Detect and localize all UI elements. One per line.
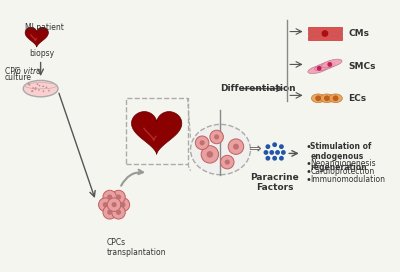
Ellipse shape: [23, 81, 58, 97]
Circle shape: [281, 150, 286, 155]
Circle shape: [38, 89, 40, 91]
Text: •: •: [306, 142, 312, 152]
Text: Paracrine
Factors: Paracrine Factors: [250, 173, 299, 192]
Circle shape: [39, 85, 40, 86]
Text: Immunomodulation: Immunomodulation: [310, 175, 386, 184]
Circle shape: [98, 198, 112, 211]
FancyArrowPatch shape: [121, 170, 143, 186]
Polygon shape: [25, 27, 48, 47]
Circle shape: [214, 134, 219, 140]
Circle shape: [32, 87, 34, 89]
Polygon shape: [132, 112, 182, 154]
Circle shape: [315, 95, 321, 101]
Circle shape: [103, 202, 108, 207]
Circle shape: [210, 130, 223, 144]
Text: ECs: ECs: [348, 94, 366, 103]
Circle shape: [36, 83, 38, 85]
Circle shape: [107, 194, 112, 200]
Ellipse shape: [190, 124, 250, 175]
Circle shape: [317, 66, 322, 71]
Ellipse shape: [329, 94, 342, 103]
Circle shape: [327, 62, 332, 67]
Circle shape: [107, 210, 112, 215]
Bar: [308, 36, 342, 40]
Circle shape: [279, 144, 284, 149]
Circle shape: [269, 150, 274, 155]
Circle shape: [116, 198, 130, 211]
Circle shape: [46, 86, 47, 88]
Circle shape: [272, 156, 277, 161]
Text: •: •: [306, 159, 312, 169]
Circle shape: [112, 190, 125, 204]
Circle shape: [333, 95, 338, 101]
Circle shape: [120, 202, 126, 207]
Text: CPC: CPC: [5, 67, 22, 76]
Ellipse shape: [308, 65, 328, 73]
Circle shape: [206, 151, 213, 158]
Ellipse shape: [315, 62, 335, 71]
Text: culture: culture: [5, 73, 32, 82]
Text: •: •: [306, 167, 312, 177]
Circle shape: [116, 210, 121, 215]
Circle shape: [42, 90, 44, 92]
Circle shape: [34, 88, 36, 90]
Circle shape: [220, 155, 234, 169]
Circle shape: [266, 156, 270, 161]
Circle shape: [233, 144, 239, 150]
Bar: [308, 27, 342, 30]
Text: in vitro: in vitro: [14, 67, 40, 76]
Circle shape: [228, 139, 244, 154]
Circle shape: [28, 83, 30, 85]
Circle shape: [266, 144, 270, 149]
Text: Cardioprotection: Cardioprotection: [310, 167, 375, 176]
Text: ⇒: ⇒: [248, 141, 261, 156]
Circle shape: [272, 142, 277, 147]
Circle shape: [201, 146, 218, 163]
Bar: [308, 32, 342, 35]
Text: MI patient: MI patient: [25, 23, 64, 32]
Circle shape: [195, 136, 209, 150]
Ellipse shape: [320, 94, 334, 103]
Ellipse shape: [321, 59, 342, 68]
Circle shape: [200, 140, 205, 145]
Text: CMs: CMs: [348, 29, 369, 38]
Text: Stimulation of
endogenous
regeneration: Stimulation of endogenous regeneration: [310, 142, 372, 172]
Circle shape: [225, 160, 230, 165]
Text: biopsy: biopsy: [29, 49, 54, 58]
Bar: [126, 98, 188, 164]
Text: SMCs: SMCs: [348, 62, 376, 71]
Text: Differentiation: Differentiation: [220, 84, 296, 93]
Text: Neoangiogenesis: Neoangiogenesis: [310, 159, 376, 168]
Circle shape: [48, 90, 50, 91]
Circle shape: [112, 202, 117, 207]
Circle shape: [32, 90, 34, 92]
Circle shape: [322, 30, 328, 37]
Circle shape: [279, 156, 284, 161]
Circle shape: [264, 150, 268, 155]
Circle shape: [112, 206, 125, 219]
Circle shape: [107, 198, 121, 211]
Circle shape: [116, 194, 121, 200]
Ellipse shape: [311, 94, 325, 103]
Circle shape: [103, 206, 116, 219]
Text: •: •: [306, 175, 312, 185]
Circle shape: [42, 85, 44, 87]
Circle shape: [31, 90, 33, 92]
Circle shape: [103, 190, 116, 204]
Text: CPCs
transplantation: CPCs transplantation: [106, 237, 166, 257]
Circle shape: [324, 95, 330, 101]
Circle shape: [275, 150, 280, 155]
Circle shape: [29, 84, 30, 86]
Circle shape: [35, 87, 36, 89]
